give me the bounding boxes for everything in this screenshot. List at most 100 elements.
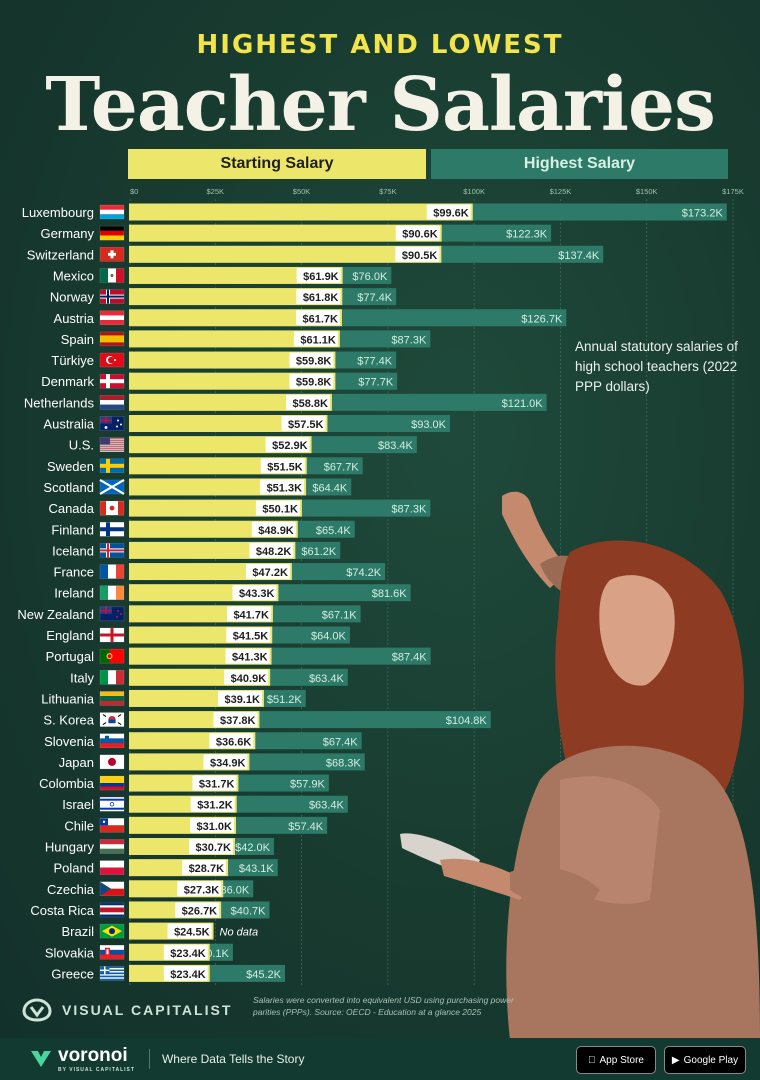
data-label-bg xyxy=(226,627,271,643)
country-label: Colombia xyxy=(39,776,95,791)
data-label-starting: $31.0K xyxy=(197,821,233,833)
data-label-highest: $68.3K xyxy=(326,757,362,769)
data-label-starting: $41.3K xyxy=(232,652,268,664)
data-label-starting: $90.5K xyxy=(402,250,438,262)
data-label-bg xyxy=(395,225,440,241)
flag-cz-icon xyxy=(99,881,125,897)
data-label-highest: $51.2K xyxy=(267,694,303,706)
data-label-highest: $64.0K xyxy=(311,631,347,643)
data-label-bg xyxy=(295,310,340,326)
data-label-starting: $28.7K xyxy=(189,863,225,875)
country-label: Brazil xyxy=(61,924,94,939)
country-label: Spain xyxy=(61,332,94,347)
data-label-highest: $63.4K xyxy=(309,673,345,685)
country-label: Sweden xyxy=(47,459,94,474)
flag-mx-icon xyxy=(99,268,125,283)
data-label-bg xyxy=(225,648,270,664)
data-label-bg xyxy=(285,394,330,410)
country-label: Switzerland xyxy=(27,247,94,262)
country-label: Slovenia xyxy=(44,734,95,749)
data-label-bg xyxy=(177,881,222,897)
data-label-bg xyxy=(163,965,208,981)
data-label-bg xyxy=(426,204,471,220)
data-label-starting: $36.6K xyxy=(216,736,252,748)
data-label-highest: $67.1K xyxy=(322,609,358,621)
flag-br-icon xyxy=(99,923,125,939)
data-label-starting: $90.6K xyxy=(402,229,438,241)
data-label-bg xyxy=(265,437,310,453)
data-label-bg xyxy=(260,458,305,474)
x-tick-label: $100K xyxy=(463,187,485,196)
data-label-bg xyxy=(289,352,334,368)
data-label-bg xyxy=(163,944,208,960)
bar-starting xyxy=(129,351,336,369)
data-label-starting: $99.6K xyxy=(433,208,469,220)
x-tick-label: $150K xyxy=(636,187,658,196)
x-tick-label: $25K xyxy=(207,187,225,196)
data-label-bg xyxy=(217,690,262,706)
visual-capitalist-name: VISUAL CAPITALIST xyxy=(62,1002,233,1018)
flag-co-icon xyxy=(99,775,125,791)
data-label-bg xyxy=(224,669,269,685)
voronoi-logo[interactable]: voronoi BY VISUAL CAPITALIST xyxy=(30,1045,135,1073)
flag-fr-icon xyxy=(99,564,125,579)
data-label-starting: $41.7K xyxy=(233,609,269,621)
flag-lu-icon xyxy=(99,204,125,220)
country-label: Poland xyxy=(54,861,94,876)
country-label: Costa Rica xyxy=(30,903,94,918)
data-label-starting: $48.2K xyxy=(256,546,292,558)
flag-cr-icon xyxy=(99,902,125,918)
country-label: New Zealand xyxy=(17,607,94,622)
data-label-bg xyxy=(167,923,212,939)
data-label-highest: $87.4K xyxy=(392,652,428,664)
voronoi-subtitle: BY VISUAL CAPITALIST xyxy=(58,1067,135,1073)
country-label: Scotland xyxy=(43,480,94,495)
country-label: Chile xyxy=(64,818,94,833)
data-label-bg xyxy=(203,754,248,770)
flag-pl-icon xyxy=(99,860,125,875)
flag-it-icon xyxy=(99,670,125,685)
data-label-bg xyxy=(296,289,341,305)
data-label-starting: $31.7K xyxy=(199,779,235,791)
data-label-bg xyxy=(189,817,234,833)
data-label-bg xyxy=(296,267,341,283)
country-label: Luxembourg xyxy=(22,205,94,220)
data-label-starting: $47.2K xyxy=(252,567,288,579)
flag-es-icon xyxy=(99,331,125,347)
data-label-highest: $43.1K xyxy=(239,863,275,875)
footer-tagline: Where Data Tells the Story xyxy=(161,1052,305,1066)
data-label-bg xyxy=(293,331,338,347)
data-label-bg xyxy=(232,585,277,601)
data-label-starting: $59.8K xyxy=(296,356,332,368)
country-label: Australia xyxy=(43,417,94,432)
flag-jp-icon xyxy=(99,754,125,770)
app-store-button[interactable]:  App Store xyxy=(576,1046,656,1074)
app-store-label: App Store xyxy=(595,1054,644,1066)
data-label-starting: $31.2K xyxy=(197,800,233,812)
data-label-starting: $61.8K xyxy=(303,292,339,304)
google-play-button[interactable]: ▶ Google Play xyxy=(664,1046,746,1074)
data-label-starting: $61.9K xyxy=(303,271,339,283)
data-label-starting: $27.3K xyxy=(184,884,220,896)
data-label-starting: $57.5K xyxy=(288,419,324,431)
flag-eng-icon xyxy=(99,627,125,643)
bar-starting xyxy=(129,309,342,327)
data-label-starting: $59.8K xyxy=(296,377,332,389)
bar-starting xyxy=(129,415,328,432)
data-label-highest: $77.7K xyxy=(358,377,394,389)
data-label-starting: $52.9K xyxy=(272,440,308,452)
flag-gr-icon xyxy=(99,966,125,981)
flag-de-icon xyxy=(99,225,125,241)
flag-si-icon xyxy=(99,733,125,748)
bar-starting xyxy=(129,372,336,390)
flag-scot-icon xyxy=(99,478,125,495)
country-label: Iceland xyxy=(52,543,94,558)
country-label: Lithuania xyxy=(41,691,95,706)
country-label: Germany xyxy=(41,226,95,241)
x-tick-label: $50K xyxy=(293,187,311,196)
country-label: Norway xyxy=(50,290,95,305)
country-label: Czechia xyxy=(47,882,95,897)
data-label-highest: $126.7K xyxy=(521,313,563,325)
flag-at-icon xyxy=(99,310,125,325)
data-label-starting: $30.7K xyxy=(195,842,231,854)
